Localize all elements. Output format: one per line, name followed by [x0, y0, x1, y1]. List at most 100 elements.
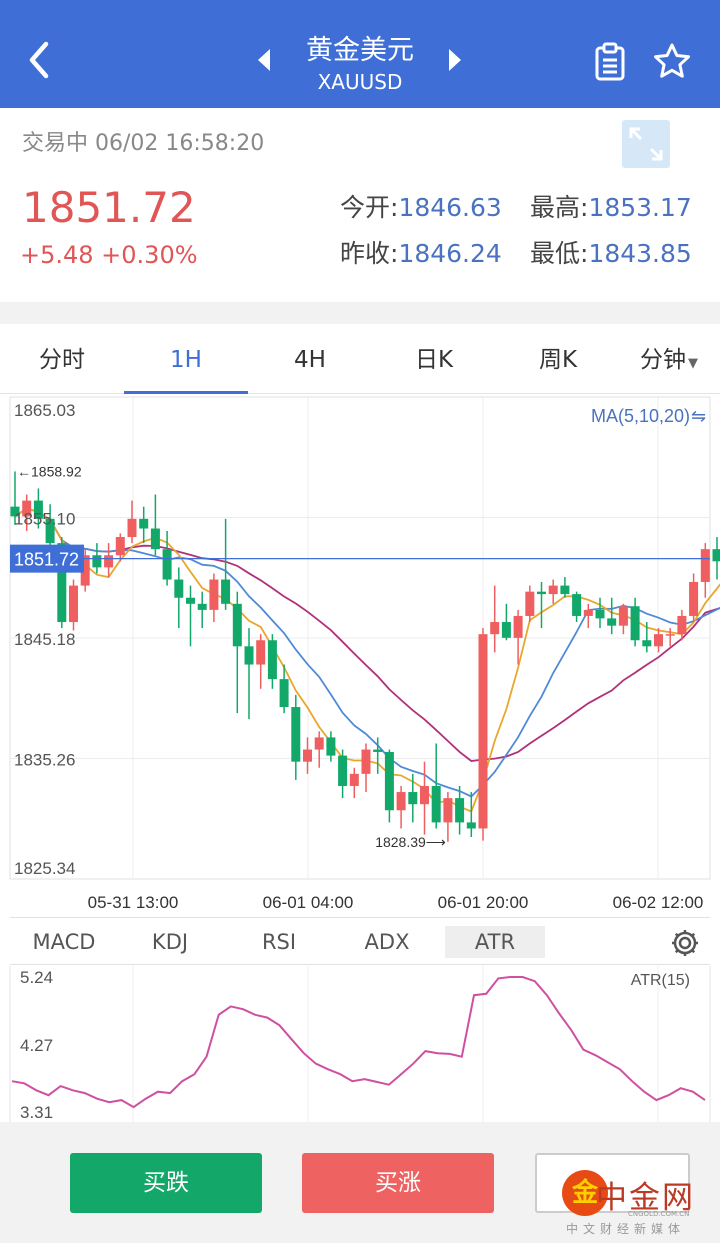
candle-body [197, 603, 207, 610]
candle [232, 591, 242, 714]
back-icon[interactable] [22, 38, 58, 82]
candle-body [537, 591, 546, 595]
x-tick-label: 06-02 12:00 [613, 893, 704, 912]
candle [654, 628, 663, 653]
candle [361, 743, 371, 793]
candle-body [618, 606, 628, 626]
candle-body [490, 622, 500, 635]
candle-body [326, 737, 336, 756]
candle-body [186, 597, 195, 604]
ma10-line [14, 507, 720, 798]
indicator-tab-macd[interactable]: MACD [32, 930, 96, 954]
prev-close-label: 昨收: [340, 239, 399, 268]
atr-series-label: ATR(15) [631, 972, 690, 989]
candle [420, 761, 429, 835]
high-value: 1853.17 [588, 193, 692, 222]
indicator-tab-kdj[interactable]: KDJ [151, 930, 189, 954]
candle-body [677, 615, 687, 635]
candle [700, 543, 710, 598]
tab-weekly[interactable]: 周K [538, 347, 578, 373]
candle [267, 634, 277, 689]
candle-body [572, 594, 582, 616]
candle [115, 533, 125, 562]
candle [45, 504, 55, 550]
candle-body [525, 591, 535, 616]
candle-body [466, 822, 476, 829]
indicator-tab-atr[interactable]: ATR [445, 926, 545, 958]
tab-1h[interactable]: 1H [124, 324, 248, 394]
price-change: +5.48 +0.30% [20, 241, 198, 269]
settings-gear-icon[interactable] [670, 928, 700, 958]
indicator-tab-rsi[interactable]: RSI [261, 930, 297, 954]
candle-body [267, 640, 277, 680]
candle [712, 537, 720, 580]
min-price-annotation: 1828.39⟶ [375, 834, 446, 850]
y-tick-label: 1825.34 [14, 859, 75, 878]
watermark-logo: 金 中金网 CNGOLD.COM.CN 中文财经新媒体 [562, 1170, 712, 1236]
trading-status: 交易中 06/02 16:58:20 [22, 131, 265, 156]
candle-body [712, 549, 720, 562]
tab-timeshare[interactable]: 分时 [39, 347, 85, 373]
candle-body [80, 555, 90, 586]
candlestick-chart[interactable]: 1851.72 1865.03 1855.10 1845.18 1835.26 1825.… [0, 394, 720, 914]
tab-minute[interactable]: 分钟 ▼ [618, 324, 720, 394]
x-tick-label: 06-01 20:00 [438, 893, 529, 912]
tab-4h[interactable]: 4H [294, 347, 326, 373]
buy-button[interactable]: 买涨 [302, 1153, 494, 1213]
candle-body [349, 773, 359, 786]
low-value: 1843.85 [588, 239, 692, 268]
ma20-line [14, 507, 720, 762]
candle [174, 567, 184, 629]
candle [244, 628, 254, 720]
fullscreen-icon[interactable] [622, 120, 670, 168]
open-stat: 今开:1846.63 [340, 188, 502, 224]
current-price: 1851.72 [22, 183, 196, 232]
atr-y-tick-label: 4.27 [20, 1036, 53, 1055]
ma-toggle-icon: ⇋ [691, 406, 706, 427]
candle [548, 579, 558, 604]
candle-body [408, 792, 418, 805]
candle [443, 792, 453, 842]
candle-body [689, 581, 699, 616]
candle [501, 603, 511, 641]
candle [69, 579, 78, 631]
low-label: 最低: [530, 239, 589, 268]
indicator-tab-adx[interactable]: ADX [364, 930, 410, 954]
candle [595, 597, 605, 629]
candle-body [69, 585, 78, 623]
candle [80, 549, 90, 592]
next-symbol-icon[interactable] [447, 48, 463, 72]
candle-body [45, 518, 55, 544]
watermark-name: 中金网 [596, 1180, 695, 1216]
candle-body [642, 640, 652, 647]
y-tick-label: 1865.03 [14, 401, 75, 420]
low-stat: 最低:1843.85 [530, 234, 692, 270]
candle-body [700, 549, 710, 582]
candle [408, 773, 418, 823]
candle [665, 628, 675, 647]
candle-body [630, 606, 640, 641]
candle [513, 609, 523, 665]
candle [150, 494, 160, 556]
more-button[interactable] [535, 1153, 690, 1213]
candle [466, 792, 476, 837]
clipboard-icon[interactable] [592, 42, 628, 82]
current-price-tag-label: 1851.72 [14, 550, 79, 570]
x-tick-label: 05-31 13:00 [88, 893, 179, 912]
atr-chart: 5.24 4.27 3.31 ATR(15) [9, 966, 711, 1126]
candle-body [361, 749, 371, 774]
candle-body [384, 751, 394, 811]
candle-body [478, 634, 488, 829]
sell-button[interactable]: 买跌 [70, 1153, 262, 1213]
candle [314, 731, 324, 768]
tab-daily[interactable]: 日K [414, 347, 454, 373]
candle [607, 597, 617, 635]
candle [186, 585, 195, 647]
candle-body [431, 785, 441, 823]
candle [221, 518, 231, 610]
favorite-star-icon[interactable] [652, 42, 692, 80]
prev-symbol-icon[interactable] [256, 48, 272, 72]
candle [630, 597, 640, 647]
candle-body [57, 543, 67, 623]
candle [537, 581, 546, 629]
